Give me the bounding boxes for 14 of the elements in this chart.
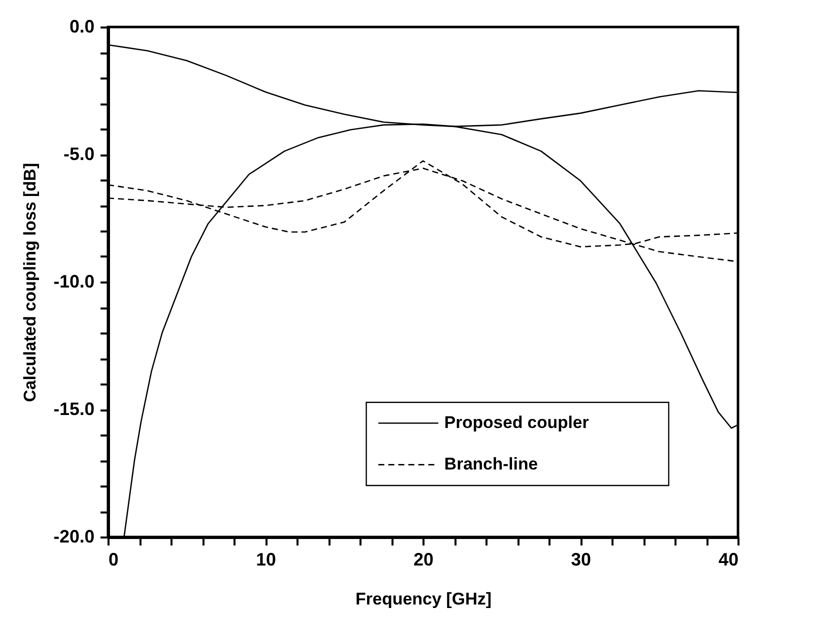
y-axis-title: Calculated coupling loss [dB] [20,163,40,402]
x-tick-label: 0 [108,550,119,570]
legend-label: Branch-line [444,454,538,474]
legend-label: Proposed coupler [444,413,590,432]
y-tick-label: -5.0 [63,144,94,164]
x-tick-label: 40 [718,550,738,570]
x-tick-label: 10 [256,550,276,570]
x-axis-title: Frequency [GHz] [355,590,492,608]
y-tick-label: -20.0 [53,526,94,546]
y-tick-label: -15.0 [53,399,94,419]
x-tick-label: 30 [570,550,592,570]
y-tick-label: 0.0 [69,16,94,36]
x-tick-label: 20 [413,550,434,570]
y-tick-label: -10.0 [53,272,94,292]
